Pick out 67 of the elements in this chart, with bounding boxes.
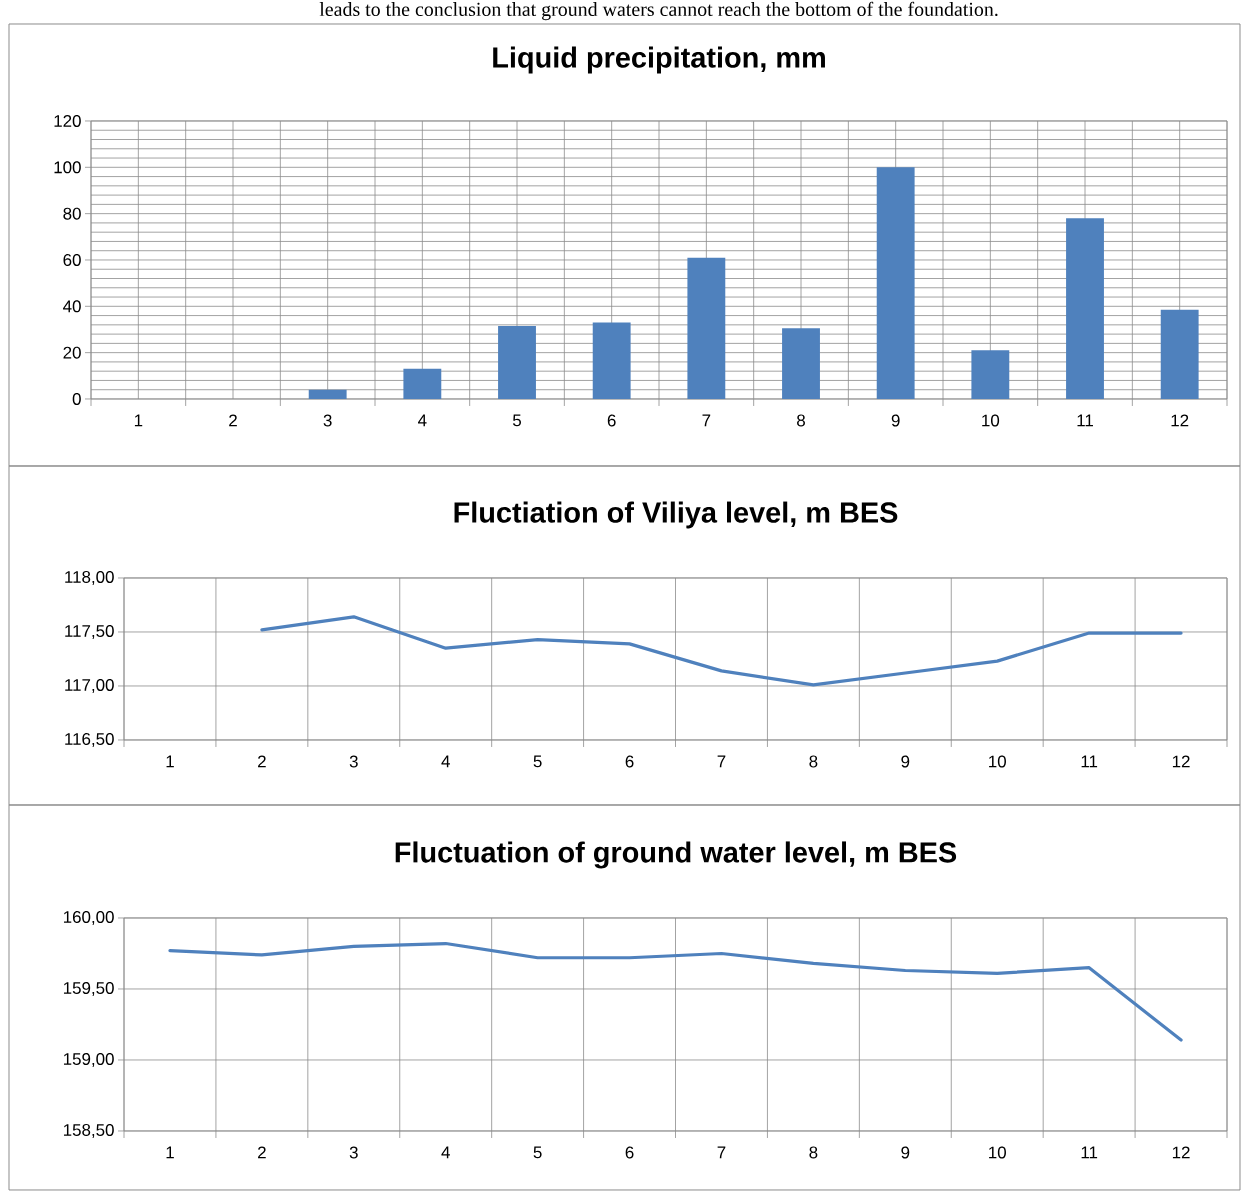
x-tick-label: 9: [901, 1146, 910, 1159]
text: leads to the conclusion that ground waters cannot reach the bottom of the foundation.: [319, 1, 998, 21]
x-tick-label: 2: [258, 1146, 266, 1159]
chart-title: Fluctuation of ground water level, m BES: [395, 841, 957, 869]
x-tick-label: 6: [607, 414, 616, 427]
bar: [971, 350, 1010, 399]
x-tick-label: 9: [901, 755, 910, 768]
x-tick-label: 5: [512, 414, 521, 427]
x-tick-label: 11: [1081, 1146, 1098, 1159]
x-tick-label: 5: [533, 1146, 542, 1159]
x-tick-label: 11: [1081, 755, 1098, 768]
y-tick-label: 80: [63, 207, 81, 220]
y-tick-label: 0: [72, 392, 81, 405]
x-tick-label: 4: [441, 1146, 450, 1159]
x-tick-label: 1: [166, 1146, 174, 1159]
x-tick-label: 8: [797, 414, 805, 427]
y-tick-label: 160,00: [63, 910, 114, 925]
y-tick-label: 120: [54, 114, 81, 127]
x-tick-label: 12: [1172, 1146, 1190, 1159]
line-series: [260, 615, 1183, 687]
y-tick-label: 159,50: [63, 981, 114, 996]
bar: [782, 328, 820, 399]
x-tick-label: 6: [625, 1146, 634, 1159]
line-series: [168, 941, 1183, 1042]
y-tick-label: 159,00: [63, 1052, 114, 1067]
x-tick-label: 10: [989, 755, 1006, 768]
x-tick-label: 1: [134, 414, 143, 427]
x-tick-label: 4: [418, 414, 427, 427]
bar: [1066, 218, 1104, 399]
x-tick-label: 7: [717, 755, 726, 768]
x-tick-label: 7: [702, 414, 711, 427]
x-tick-label: 10: [989, 1146, 1006, 1159]
y-tick-label: 116,50: [65, 732, 114, 747]
chart-title: Liquid precipitation, mm: [493, 46, 825, 74]
bar: [403, 368, 442, 399]
y-tick-label: 118,00: [65, 570, 114, 585]
x-tick-label: 9: [891, 414, 900, 427]
x-tick-label: 10: [982, 414, 1000, 427]
x-tick-label: 1: [166, 755, 174, 768]
y-tick-label: 40: [63, 300, 81, 313]
bar: [592, 322, 631, 399]
bar: [308, 389, 347, 399]
y-tick-label: 60: [63, 253, 81, 266]
chart-title: Fluctiation of Viliya level, m BES: [454, 501, 898, 529]
x-tick-label: 2: [258, 755, 266, 768]
x-tick-label: 11: [1077, 414, 1093, 427]
x-tick-label: 8: [809, 1146, 818, 1159]
x-tick-label: 12: [1171, 414, 1189, 427]
y-tick-label: 20: [63, 346, 81, 359]
x-tick-label: 2: [229, 414, 237, 427]
x-tick-label: 3: [349, 1146, 358, 1159]
x-tick-label: 6: [625, 755, 634, 768]
x-tick-label: 4: [441, 755, 450, 768]
y-tick-label: 117,50: [65, 624, 114, 639]
bar: [1160, 309, 1199, 399]
x-tick-label: 5: [533, 755, 542, 768]
bar: [687, 257, 726, 399]
x-tick-label: 7: [717, 1146, 726, 1159]
y-tick-label: 117,00: [65, 678, 114, 693]
y-tick-label: 100: [54, 161, 81, 174]
x-tick-label: 12: [1172, 755, 1190, 768]
x-tick-label: 3: [349, 755, 358, 768]
y-tick-label: 158,50: [63, 1123, 114, 1138]
bar: [498, 326, 536, 399]
bar: [876, 167, 915, 399]
x-tick-label: 8: [809, 755, 818, 768]
x-tick-label: 3: [323, 414, 332, 427]
